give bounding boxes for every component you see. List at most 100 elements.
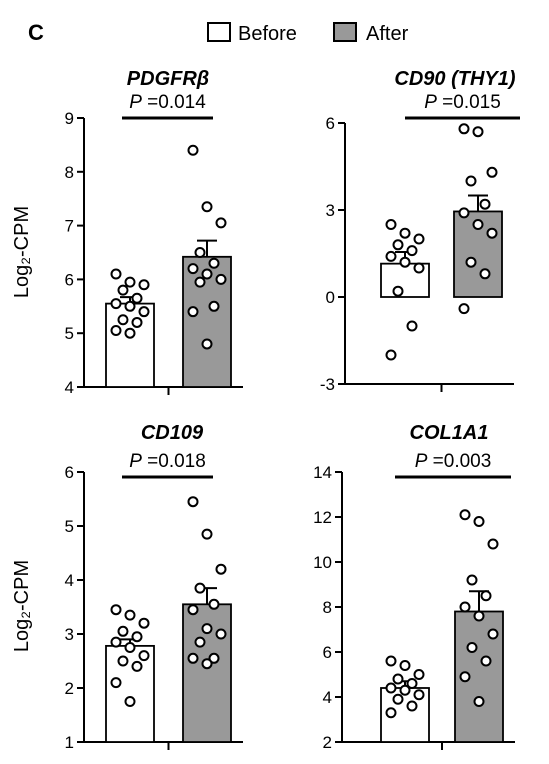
- point-before: [385, 707, 397, 719]
- point-before: [413, 233, 425, 245]
- point-after: [215, 628, 227, 640]
- y-tick-label: 4: [65, 571, 74, 590]
- point-before: [131, 292, 143, 304]
- point-before: [117, 284, 129, 296]
- point-after: [201, 528, 213, 540]
- p-symbol: P: [129, 451, 142, 472]
- p-symbol: P: [415, 451, 428, 472]
- point-after: [486, 227, 498, 239]
- point-after: [459, 601, 471, 613]
- chart-title: CD109: [141, 422, 204, 444]
- chart-4: COL1A1 P =0.003 2 4 6 8 10 12 14: [313, 422, 515, 752]
- y-tick-label: 6: [323, 643, 332, 662]
- point-after: [201, 658, 213, 670]
- point-before: [110, 325, 122, 337]
- point-before: [131, 660, 143, 672]
- y-tick-label: 14: [313, 463, 332, 482]
- point-after: [466, 642, 478, 653]
- y-tick-label: -3: [320, 375, 335, 394]
- point-after: [466, 574, 478, 586]
- point-before: [392, 693, 404, 705]
- p-value: =0.015: [437, 92, 501, 113]
- p-value-label: P =0.018: [129, 451, 206, 472]
- point-before: [131, 316, 143, 328]
- point-before: [110, 604, 122, 616]
- point-before: [124, 696, 136, 707]
- point-after: [459, 671, 471, 683]
- point-before: [138, 617, 150, 629]
- y-tick-label: 4: [65, 378, 74, 397]
- legend-label-after: After: [366, 23, 409, 45]
- point-before: [124, 327, 136, 339]
- chart-2: CD90 (THY1)P =0.015 -3 0 3 6: [320, 68, 520, 394]
- point-after: [465, 175, 477, 187]
- point-before: [392, 239, 404, 251]
- point-after: [480, 655, 492, 667]
- point-after: [486, 166, 498, 178]
- chart-title: PDGFRβ: [127, 68, 209, 90]
- point-after: [187, 496, 199, 508]
- p-value: =0.018: [142, 451, 206, 472]
- point-before: [110, 298, 122, 310]
- point-before: [117, 655, 129, 667]
- point-after: [487, 628, 499, 640]
- y-tick-label: 2: [65, 679, 74, 698]
- point-before: [413, 262, 425, 274]
- point-after: [458, 207, 470, 219]
- legend: Before After: [207, 22, 409, 45]
- point-after: [187, 306, 199, 318]
- point-after: [187, 652, 199, 664]
- point-after: [194, 276, 206, 288]
- point-after: [472, 126, 484, 138]
- point-before: [406, 678, 418, 689]
- point-after: [208, 652, 220, 664]
- y-tick-label: 2: [323, 733, 332, 752]
- p-symbol: P: [424, 92, 437, 113]
- point-after: [194, 582, 206, 594]
- point-before: [413, 689, 425, 701]
- y-tick-label: 4: [323, 688, 332, 707]
- point-before: [406, 320, 418, 332]
- point-after: [201, 623, 213, 635]
- y-tick-label: 0: [326, 288, 335, 307]
- point-after: [208, 257, 220, 269]
- y-tick-label: 8: [65, 163, 74, 182]
- point-after: [458, 303, 470, 315]
- y-tick-label: 1: [65, 733, 74, 752]
- point-before: [413, 669, 425, 680]
- y-tick-label: 3: [326, 201, 335, 220]
- point-before: [385, 349, 397, 361]
- p-symbol: P: [129, 92, 142, 113]
- point-after: [187, 604, 199, 616]
- y-tick-label: 6: [65, 270, 74, 289]
- chart-title: COL1A1: [410, 422, 489, 444]
- y-tick-label: 6: [326, 114, 335, 133]
- point-after: [208, 598, 220, 610]
- p-value-label: P =0.015: [424, 92, 501, 113]
- y-tick-label: 8: [323, 598, 332, 617]
- point-before: [138, 279, 150, 291]
- point-before: [138, 306, 150, 318]
- bar-before: [105, 644, 155, 743]
- point-before: [124, 276, 136, 288]
- point-before: [385, 655, 397, 667]
- point-before: [399, 227, 411, 239]
- point-before: [117, 314, 129, 326]
- point-after: [479, 268, 491, 280]
- chart-title: CD90 (THY1): [394, 68, 515, 90]
- point-after: [215, 563, 227, 575]
- point-after: [458, 123, 470, 135]
- point-before: [117, 625, 129, 637]
- point-after: [187, 263, 199, 275]
- y-tick-label: 5: [65, 517, 74, 536]
- legend-swatch-before: [207, 22, 231, 42]
- panel-label: C: [28, 20, 44, 45]
- point-before: [392, 673, 404, 685]
- point-before: [124, 609, 136, 621]
- point-before: [110, 636, 122, 648]
- point-after: [215, 217, 227, 229]
- legend-swatch-after: [333, 22, 357, 42]
- point-before: [110, 268, 122, 280]
